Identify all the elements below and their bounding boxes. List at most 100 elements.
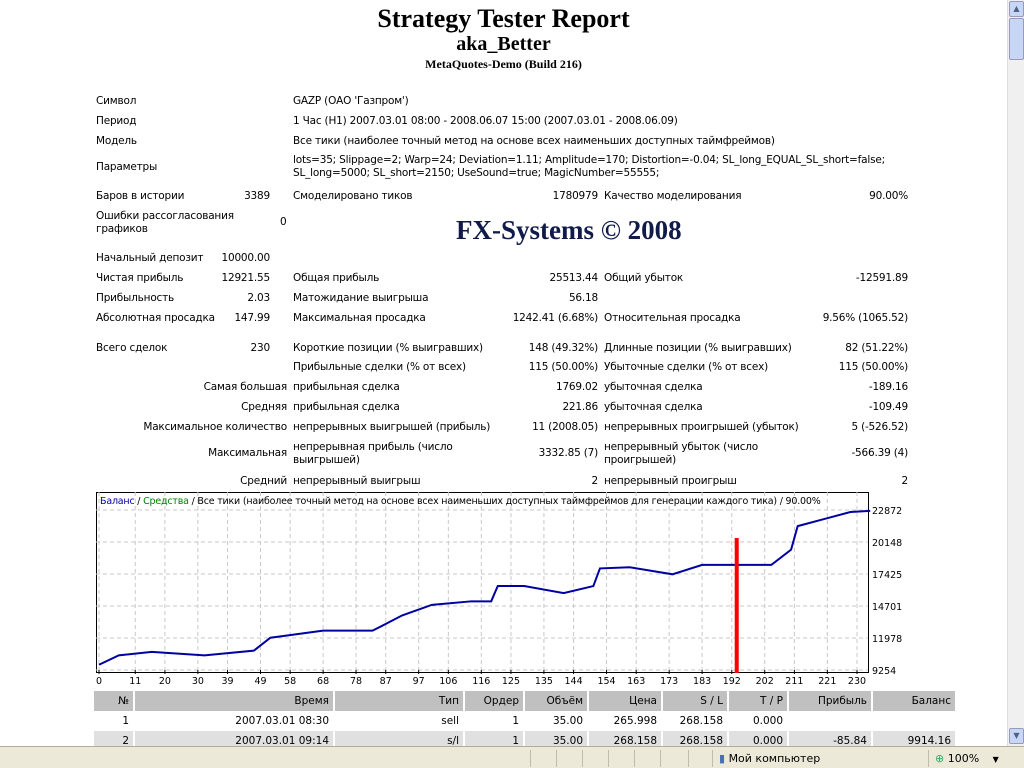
stat-label: Общий убыток: [604, 272, 684, 284]
y-tick-label: 22872: [872, 506, 902, 517]
stat-value: -12591.89: [855, 272, 908, 284]
server-build: MetaQuotes-Demo (Build 216): [425, 57, 582, 71]
table-cell: 268.158: [588, 731, 663, 746]
stat-value: 115 (50.00%): [528, 361, 598, 373]
column-header: Ордер: [464, 691, 525, 711]
table-cell: 1: [94, 711, 135, 731]
stat-label: прибыльная сделка: [293, 401, 400, 413]
symbol-value: GAZP (ОАО 'Газпром'): [293, 95, 409, 107]
x-tick-label: 163: [627, 676, 645, 687]
y-tick-label: 20148: [872, 538, 902, 549]
table-row: 2 2007.03.01 09:14 s/l 1 35.00 268.158 268.158…: [94, 731, 957, 746]
stat-label: Самая большая: [203, 381, 288, 393]
table-cell: 9914.16: [872, 731, 957, 746]
computer-icon: ▮: [719, 752, 726, 765]
stat-value: 1780979: [552, 190, 599, 202]
y-tick-label: 14701: [872, 602, 902, 613]
stat-value: 12921.55: [221, 272, 270, 284]
y-tick-label: 11978: [872, 634, 902, 645]
column-header: T / P: [728, 691, 789, 711]
stat-value: 5 (-526.52): [851, 421, 908, 433]
period-value: 1 Час (H1) 2007.03.01 08:00 - 2008.06.07…: [293, 115, 678, 127]
stat-label: Всего сделок: [96, 342, 168, 354]
x-tick-label: 78: [350, 676, 362, 687]
stat-label: Качество моделирования: [604, 190, 742, 202]
x-tick-label: 230: [848, 676, 866, 687]
table-cell: 2007.03.01 08:30: [134, 711, 335, 731]
model-label: Модель: [96, 135, 137, 147]
x-tick-label: 211: [785, 676, 803, 687]
stat-label: Короткие позиции (% выигравших): [293, 342, 483, 354]
vertical-scrollbar[interactable]: ▲ ▼: [1007, 0, 1024, 746]
zoom-control[interactable]: ⊕ 100% ▼: [928, 750, 1008, 767]
stat-label: непрерывных выигрышей (прибыль): [293, 421, 491, 433]
stat-value: -189.16: [868, 381, 908, 393]
table-cell: [788, 711, 873, 731]
table-row: 1 2007.03.01 08:30 sell 1 35.00 265.998 268.15…: [94, 711, 957, 731]
scroll-down-button[interactable]: ▼: [1009, 728, 1024, 744]
stat-value: 115 (50.00%): [838, 361, 908, 373]
stat-value: 2.03: [247, 292, 270, 304]
column-header: №: [94, 691, 135, 711]
table-cell: 265.998: [588, 711, 663, 731]
stat-label: Максимальная просадка: [293, 312, 426, 324]
stat-label: Чистая прибыль: [96, 272, 184, 284]
model-value: Все тики (наиболее точный метод на основ…: [293, 135, 775, 147]
stat-value: 230: [250, 342, 271, 354]
stat-value: 1769.02: [555, 381, 598, 393]
stat-value: 1242.41 (6.68%): [512, 312, 599, 324]
column-header: Прибыль: [788, 691, 873, 711]
x-tick-label: 97: [413, 676, 425, 687]
status-bar: ▮ Мой компьютер ⊕ 100% ▼: [0, 746, 1024, 768]
x-tick-label: 68: [317, 676, 329, 687]
stat-label: прибыльная сделка: [293, 381, 400, 393]
stat-value: 2: [901, 475, 909, 487]
errors-label-2: графиков: [96, 223, 148, 235]
max-win-label-1: непрерывная прибыль (число: [293, 441, 453, 453]
balance-chart: 22872 20148 17425 14701 11978 9254 0 11 20 30 39 49…: [96, 492, 911, 688]
table-cell: 0.000: [728, 731, 789, 746]
stat-label: Матожидание выигрыша: [293, 292, 429, 304]
errors-label-1: Ошибки рассогласования: [96, 210, 234, 222]
column-header: S / L: [662, 691, 729, 711]
stat-label: Абсолютная просадка: [96, 312, 215, 324]
params-line2: SL_long=5000; SL_short=2150; UseSound=tr…: [293, 167, 660, 179]
stat-label: Средняя: [241, 401, 287, 413]
stat-value: 56.18: [568, 292, 598, 304]
stat-label: убыточная сделка: [604, 381, 703, 393]
stat-label: Относительная просадка: [604, 312, 741, 324]
x-tick-label: 202: [756, 676, 774, 687]
chevron-down-icon: ▼: [992, 755, 999, 764]
table-cell: 2: [94, 731, 135, 746]
x-tick-label: 183: [693, 676, 711, 687]
stat-label: Убыточные сделки (% от всех): [604, 361, 768, 373]
stat-value: 148 (49.32%): [528, 342, 598, 354]
x-tick-label: 173: [660, 676, 678, 687]
stat-label: Средний: [240, 475, 287, 487]
stat-label: непрерывных проигрышей (убыток): [604, 421, 799, 433]
stat-label: непрерывный выигрыш: [293, 475, 421, 487]
column-header: Время: [134, 691, 335, 711]
x-tick-label: 30: [192, 676, 204, 687]
x-tick-label: 135: [535, 676, 553, 687]
stat-label: непрерывный проигрыш: [604, 475, 737, 487]
max-win-label-2: выигрышей): [293, 454, 360, 466]
report-title: Strategy Tester Report: [377, 4, 630, 33]
legend-balance: Баланс: [100, 496, 135, 507]
table-cell: 268.158: [662, 731, 729, 746]
scroll-up-button[interactable]: ▲: [1009, 1, 1024, 17]
table-cell: 2007.03.01 09:14: [134, 731, 335, 746]
zoom-icon: ⊕: [935, 752, 945, 765]
x-tick-label: 221: [818, 676, 836, 687]
max-label: Максимальная: [208, 447, 287, 459]
scroll-thumb[interactable]: [1009, 18, 1024, 60]
stat-value: 147.99: [234, 312, 270, 324]
column-header: Баланс: [872, 691, 957, 711]
balance-line: [98, 509, 871, 666]
table-cell: 0.000: [728, 711, 789, 731]
legend-description: / Все тики (наиболее точный метод на осн…: [188, 496, 821, 507]
x-tick-label: 20: [159, 676, 171, 687]
stat-value: 9.56% (1065.52): [822, 312, 909, 324]
table-cell: 268.158: [662, 711, 729, 731]
